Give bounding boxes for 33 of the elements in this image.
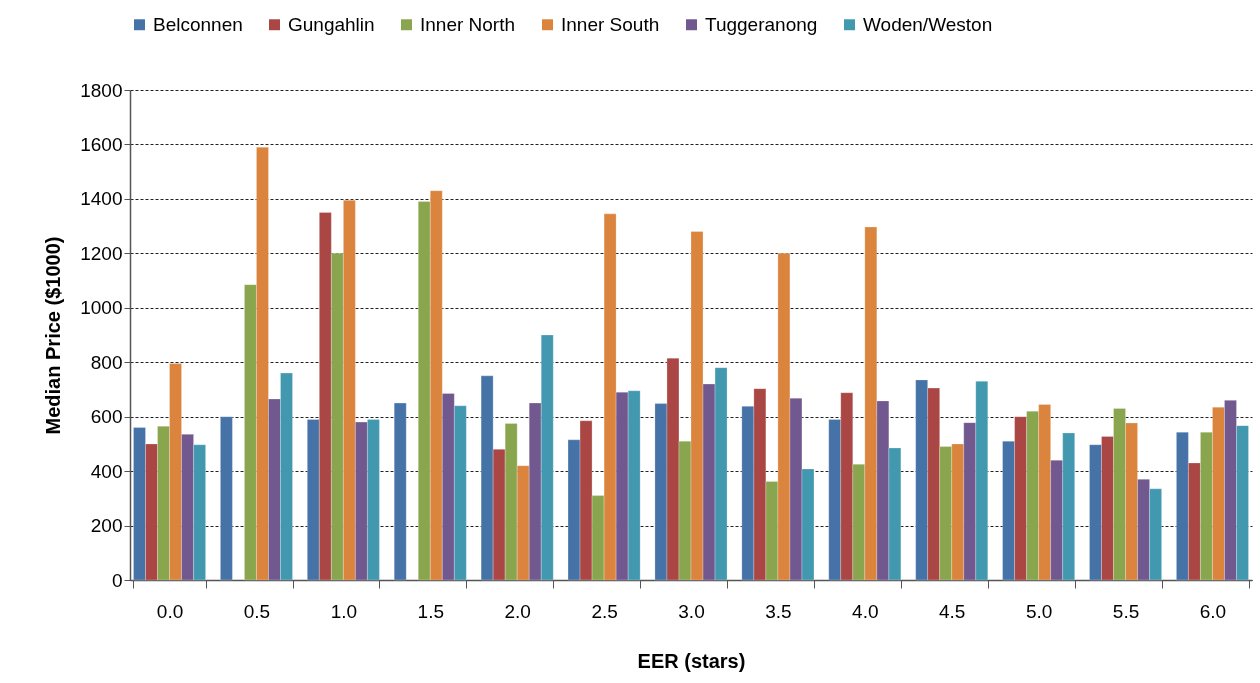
y-tick-label: 200 — [90, 515, 123, 537]
x-tick-label: 1.0 — [330, 600, 358, 622]
x-tick-label: 2.5 — [591, 600, 618, 622]
x-tick-label: 5.0 — [1025, 600, 1053, 622]
x-tick-label: 2.0 — [504, 600, 531, 622]
x-tick-label: 4.5 — [939, 600, 966, 622]
y-tick-label: 1800 — [80, 79, 123, 101]
x-tick-label: 0.0 — [156, 600, 184, 622]
y-tick-label: 0 — [111, 569, 123, 591]
legend-label: Tuggeranong — [705, 13, 818, 35]
x-tick-label: 6.0 — [1199, 600, 1227, 622]
y-tick-label: 1000 — [80, 297, 123, 319]
legend-label: Gungahlin — [288, 13, 375, 35]
x-tick-label: 1.5 — [417, 600, 444, 622]
y-tick-label: 1400 — [80, 188, 123, 210]
legend-label: Inner South — [561, 13, 660, 35]
x-tick-label: 0.5 — [243, 600, 271, 622]
y-tick-label: 800 — [90, 351, 123, 373]
bar — [220, 416, 233, 581]
x-tick-label: 5.5 — [1112, 600, 1140, 622]
y-tick-label: 400 — [90, 460, 123, 482]
y-axis-title: Median Price ($1000) — [42, 236, 65, 435]
x-tick-label: 4.0 — [852, 600, 879, 622]
legend-label: Woden/Weston — [863, 13, 993, 35]
legend-label: Belconnen — [153, 13, 243, 35]
y-tick-label: 1200 — [80, 242, 123, 264]
y-tick-label: 1600 — [80, 133, 123, 155]
x-tick-label: 3.0 — [678, 600, 705, 622]
legend-label: Inner North — [420, 13, 516, 35]
y-tick-label: 600 — [90, 406, 123, 428]
x-axis-title: EER (stars) — [637, 649, 746, 672]
x-tick-label: 3.5 — [765, 600, 792, 622]
bar — [393, 402, 407, 581]
